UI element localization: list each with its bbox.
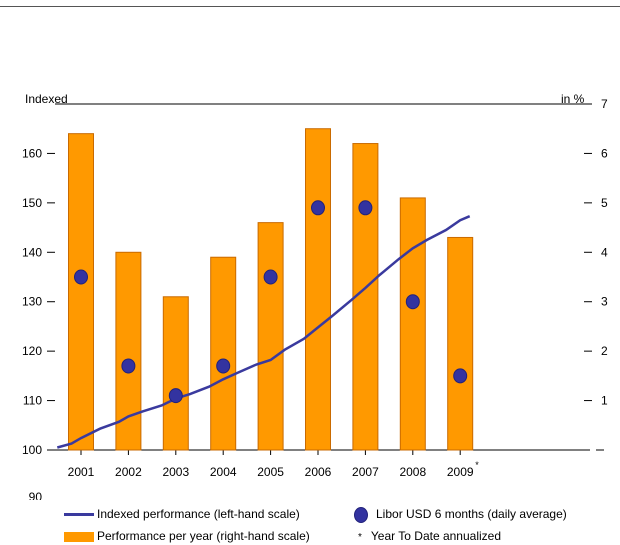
left-tick-label: 130 xyxy=(22,295,42,309)
x-tick-label: 2003 xyxy=(162,465,189,479)
right-tick-label: 5 xyxy=(601,196,608,210)
bar-performance-per-year xyxy=(210,256,237,451)
point-libor-usd xyxy=(453,368,468,384)
left-tick-label: 90 xyxy=(29,490,43,500)
legend-label: Libor USD 6 months (daily average) xyxy=(376,507,567,522)
right-tick-label: 4 xyxy=(601,245,608,259)
x-tick-label: 2006 xyxy=(305,465,332,479)
bar-performance-per-year xyxy=(447,236,474,451)
left-tick-label: 100 xyxy=(22,443,42,457)
left-tick-label: 140 xyxy=(22,245,42,259)
right-tick-label: 7 xyxy=(601,97,608,111)
bar-performance-per-year xyxy=(162,296,189,451)
footnote-text: Year To Date annualized xyxy=(370,529,502,543)
x-tick-label: 2009 xyxy=(447,465,474,479)
bar-performance-per-year xyxy=(305,128,331,451)
x-tick-label: 2008 xyxy=(399,465,426,479)
bar-performance-per-year xyxy=(257,222,284,451)
right-tick-label: 3 xyxy=(601,295,608,309)
bar-performance-per-year xyxy=(399,197,426,451)
point-libor-usd xyxy=(405,294,420,310)
point-libor-usd xyxy=(74,269,88,285)
point-libor-usd xyxy=(311,200,325,216)
legend-line-swatch xyxy=(64,513,94,517)
right-tick-label: 6 xyxy=(601,146,608,160)
left-axis-title: Indexed xyxy=(25,92,68,106)
legend-label: Performance per year (right-hand scale) xyxy=(97,529,310,543)
point-libor-usd xyxy=(121,358,136,374)
legend-item-performance-per-year: Performance per year (right-hand scale) xyxy=(64,529,310,543)
right-tick-label: 2 xyxy=(601,344,608,358)
left-tick-label: 120 xyxy=(22,344,42,358)
legend-bar-swatch xyxy=(64,531,94,542)
footnote-marker: * xyxy=(358,532,362,543)
point-libor-usd xyxy=(216,358,231,374)
left-tick-label: 150 xyxy=(22,196,42,210)
x-tick-label: 2007 xyxy=(352,465,379,479)
right-tick-label: 1 xyxy=(601,394,608,408)
legend-item-indexed-performance: Indexed performance (left-hand scale) xyxy=(64,507,300,521)
bar-performance-per-year xyxy=(68,133,94,451)
legend-item-libor: Libor USD 6 months (daily average) xyxy=(354,507,567,523)
x-tick-label: 2002 xyxy=(115,465,142,479)
point-libor-usd xyxy=(358,200,373,216)
legend-dot-swatch xyxy=(354,507,368,523)
performance-chart: Indexed in % 90 100 110 120 130 140 150 160 1 2 3 4 5 6… xyxy=(22,92,608,500)
x-tick-label: 2001 xyxy=(68,465,95,479)
top-rule xyxy=(0,6,620,7)
x-tick-label: 2005 xyxy=(257,465,284,479)
left-tick-label: 110 xyxy=(23,394,42,408)
legend-footnote: * Year To Date annualized xyxy=(358,529,501,543)
left-tick-label: 160 xyxy=(22,146,42,160)
x-tick-label: 2004 xyxy=(210,465,237,479)
point-libor-usd xyxy=(168,388,183,404)
point-libor-usd xyxy=(263,269,278,285)
right-axis-title: in % xyxy=(561,92,585,106)
line-indexed-performance xyxy=(56,215,471,449)
x-tick-footnote-marker: * xyxy=(475,460,479,470)
legend-label: Indexed performance (left-hand scale) xyxy=(97,507,300,521)
